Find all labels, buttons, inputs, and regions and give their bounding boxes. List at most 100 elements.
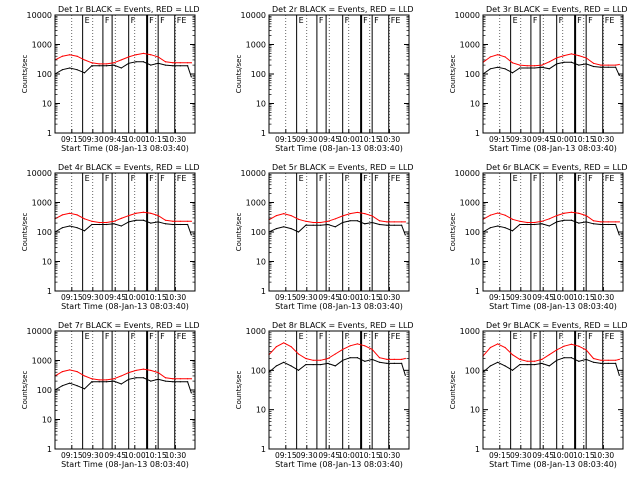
series-point	[76, 385, 78, 387]
flag-label: F	[533, 16, 538, 25]
series-point	[297, 218, 300, 220]
flag-label: F	[105, 332, 110, 341]
series-point	[172, 223, 174, 226]
flag-label: F	[374, 16, 379, 25]
series-point	[497, 212, 499, 214]
y-tick-label: 100	[251, 70, 266, 79]
x-tick-label: 10:30	[379, 135, 401, 144]
x-tick-label: 09:45	[318, 451, 340, 460]
series-point	[563, 345, 565, 347]
y-tick-label: 1	[475, 287, 480, 296]
series-point	[187, 378, 189, 380]
x-tick-label: 10:15	[573, 293, 595, 302]
series-point	[563, 219, 565, 221]
series-point	[135, 54, 137, 56]
x-tick-label: 10:15	[359, 135, 381, 144]
series-point	[519, 223, 521, 226]
series-point	[157, 221, 159, 223]
flag-label: F	[588, 16, 593, 25]
flag-label: FE	[605, 16, 615, 25]
y-tick-label: 10	[42, 416, 52, 425]
y-tick-label: 10	[256, 258, 266, 267]
x-tick-label: 10:30	[165, 135, 187, 144]
series-point	[349, 345, 351, 347]
series-point	[120, 67, 122, 69]
y-axis-label: Counts/sec	[449, 55, 457, 94]
x-axis-label: Start Time (08-Jan-13 08:03:40)	[61, 302, 189, 311]
series-point	[541, 223, 543, 225]
flag-label: F	[149, 174, 154, 183]
x-tick-label: 10:30	[165, 293, 187, 302]
series-point	[600, 64, 602, 66]
flag-label: FE	[177, 174, 187, 183]
y-tick-label: 1000	[32, 357, 52, 366]
series-point	[585, 358, 587, 360]
panel-title: Det 2r BLACK = Events, RED = LLD	[272, 5, 414, 14]
series-point	[511, 218, 514, 220]
series-point	[61, 55, 63, 57]
series-point	[378, 357, 381, 359]
series-line-lld	[268, 211, 406, 223]
series-point	[349, 357, 351, 359]
series-point	[128, 56, 130, 58]
series-point	[76, 69, 78, 71]
series-point	[327, 362, 329, 365]
x-axis-label: Start Time (08-Jan-13 08:03:40)	[61, 460, 189, 469]
y-axis-label: Counts/sec	[235, 213, 243, 252]
series-point	[142, 61, 145, 63]
series-point	[600, 66, 602, 68]
x-tick-label: 10:30	[379, 451, 401, 460]
series-point	[533, 65, 536, 67]
series-point	[386, 221, 388, 223]
series-point	[489, 56, 491, 58]
series-point	[563, 357, 565, 359]
series-point	[533, 221, 536, 224]
series-point	[157, 371, 159, 374]
x-tick-label: 09:15	[275, 451, 297, 460]
series-point	[556, 359, 558, 361]
series-point	[401, 221, 403, 223]
x-tick-label: 09:15	[489, 135, 511, 144]
flag-label: FE	[391, 16, 401, 25]
series-point	[519, 358, 521, 360]
series-point	[570, 53, 573, 55]
series-point	[592, 361, 595, 363]
flag-label: F	[345, 332, 350, 341]
series-line-events	[54, 61, 192, 78]
series-point	[393, 224, 395, 226]
series-point	[592, 220, 595, 222]
flag-label: E	[85, 16, 90, 25]
series-point	[615, 362, 617, 365]
x-tick-label: 10:00	[338, 293, 360, 302]
y-tick-label: 10	[470, 258, 480, 267]
series-point	[172, 65, 174, 67]
series-point	[533, 67, 536, 69]
series-point	[504, 68, 506, 70]
series-point	[526, 223, 528, 226]
series-point	[607, 359, 609, 361]
series-point	[150, 64, 152, 66]
series-point	[600, 223, 602, 226]
series-point	[164, 377, 167, 379]
y-axis-label: Counts/sec	[235, 371, 243, 410]
series-point	[69, 225, 71, 227]
series-point	[297, 231, 300, 233]
series-point	[497, 225, 499, 227]
series-point	[172, 378, 174, 380]
series-point	[275, 214, 277, 217]
x-axis-label: Start Time (08-Jan-13 08:03:40)	[61, 144, 189, 153]
y-axis-label: Counts/sec	[449, 213, 457, 252]
series-point	[283, 342, 285, 344]
series-point	[497, 361, 499, 363]
series-point	[83, 388, 86, 390]
flag-label: F	[131, 332, 136, 341]
y-axis-label: Counts/sec	[449, 371, 457, 410]
series-line-lld	[54, 52, 192, 65]
y-tick-label: 1	[475, 445, 480, 454]
series-line-lld	[482, 53, 620, 67]
x-tick-label: 10:15	[145, 135, 167, 144]
flag-label: F	[588, 174, 593, 183]
